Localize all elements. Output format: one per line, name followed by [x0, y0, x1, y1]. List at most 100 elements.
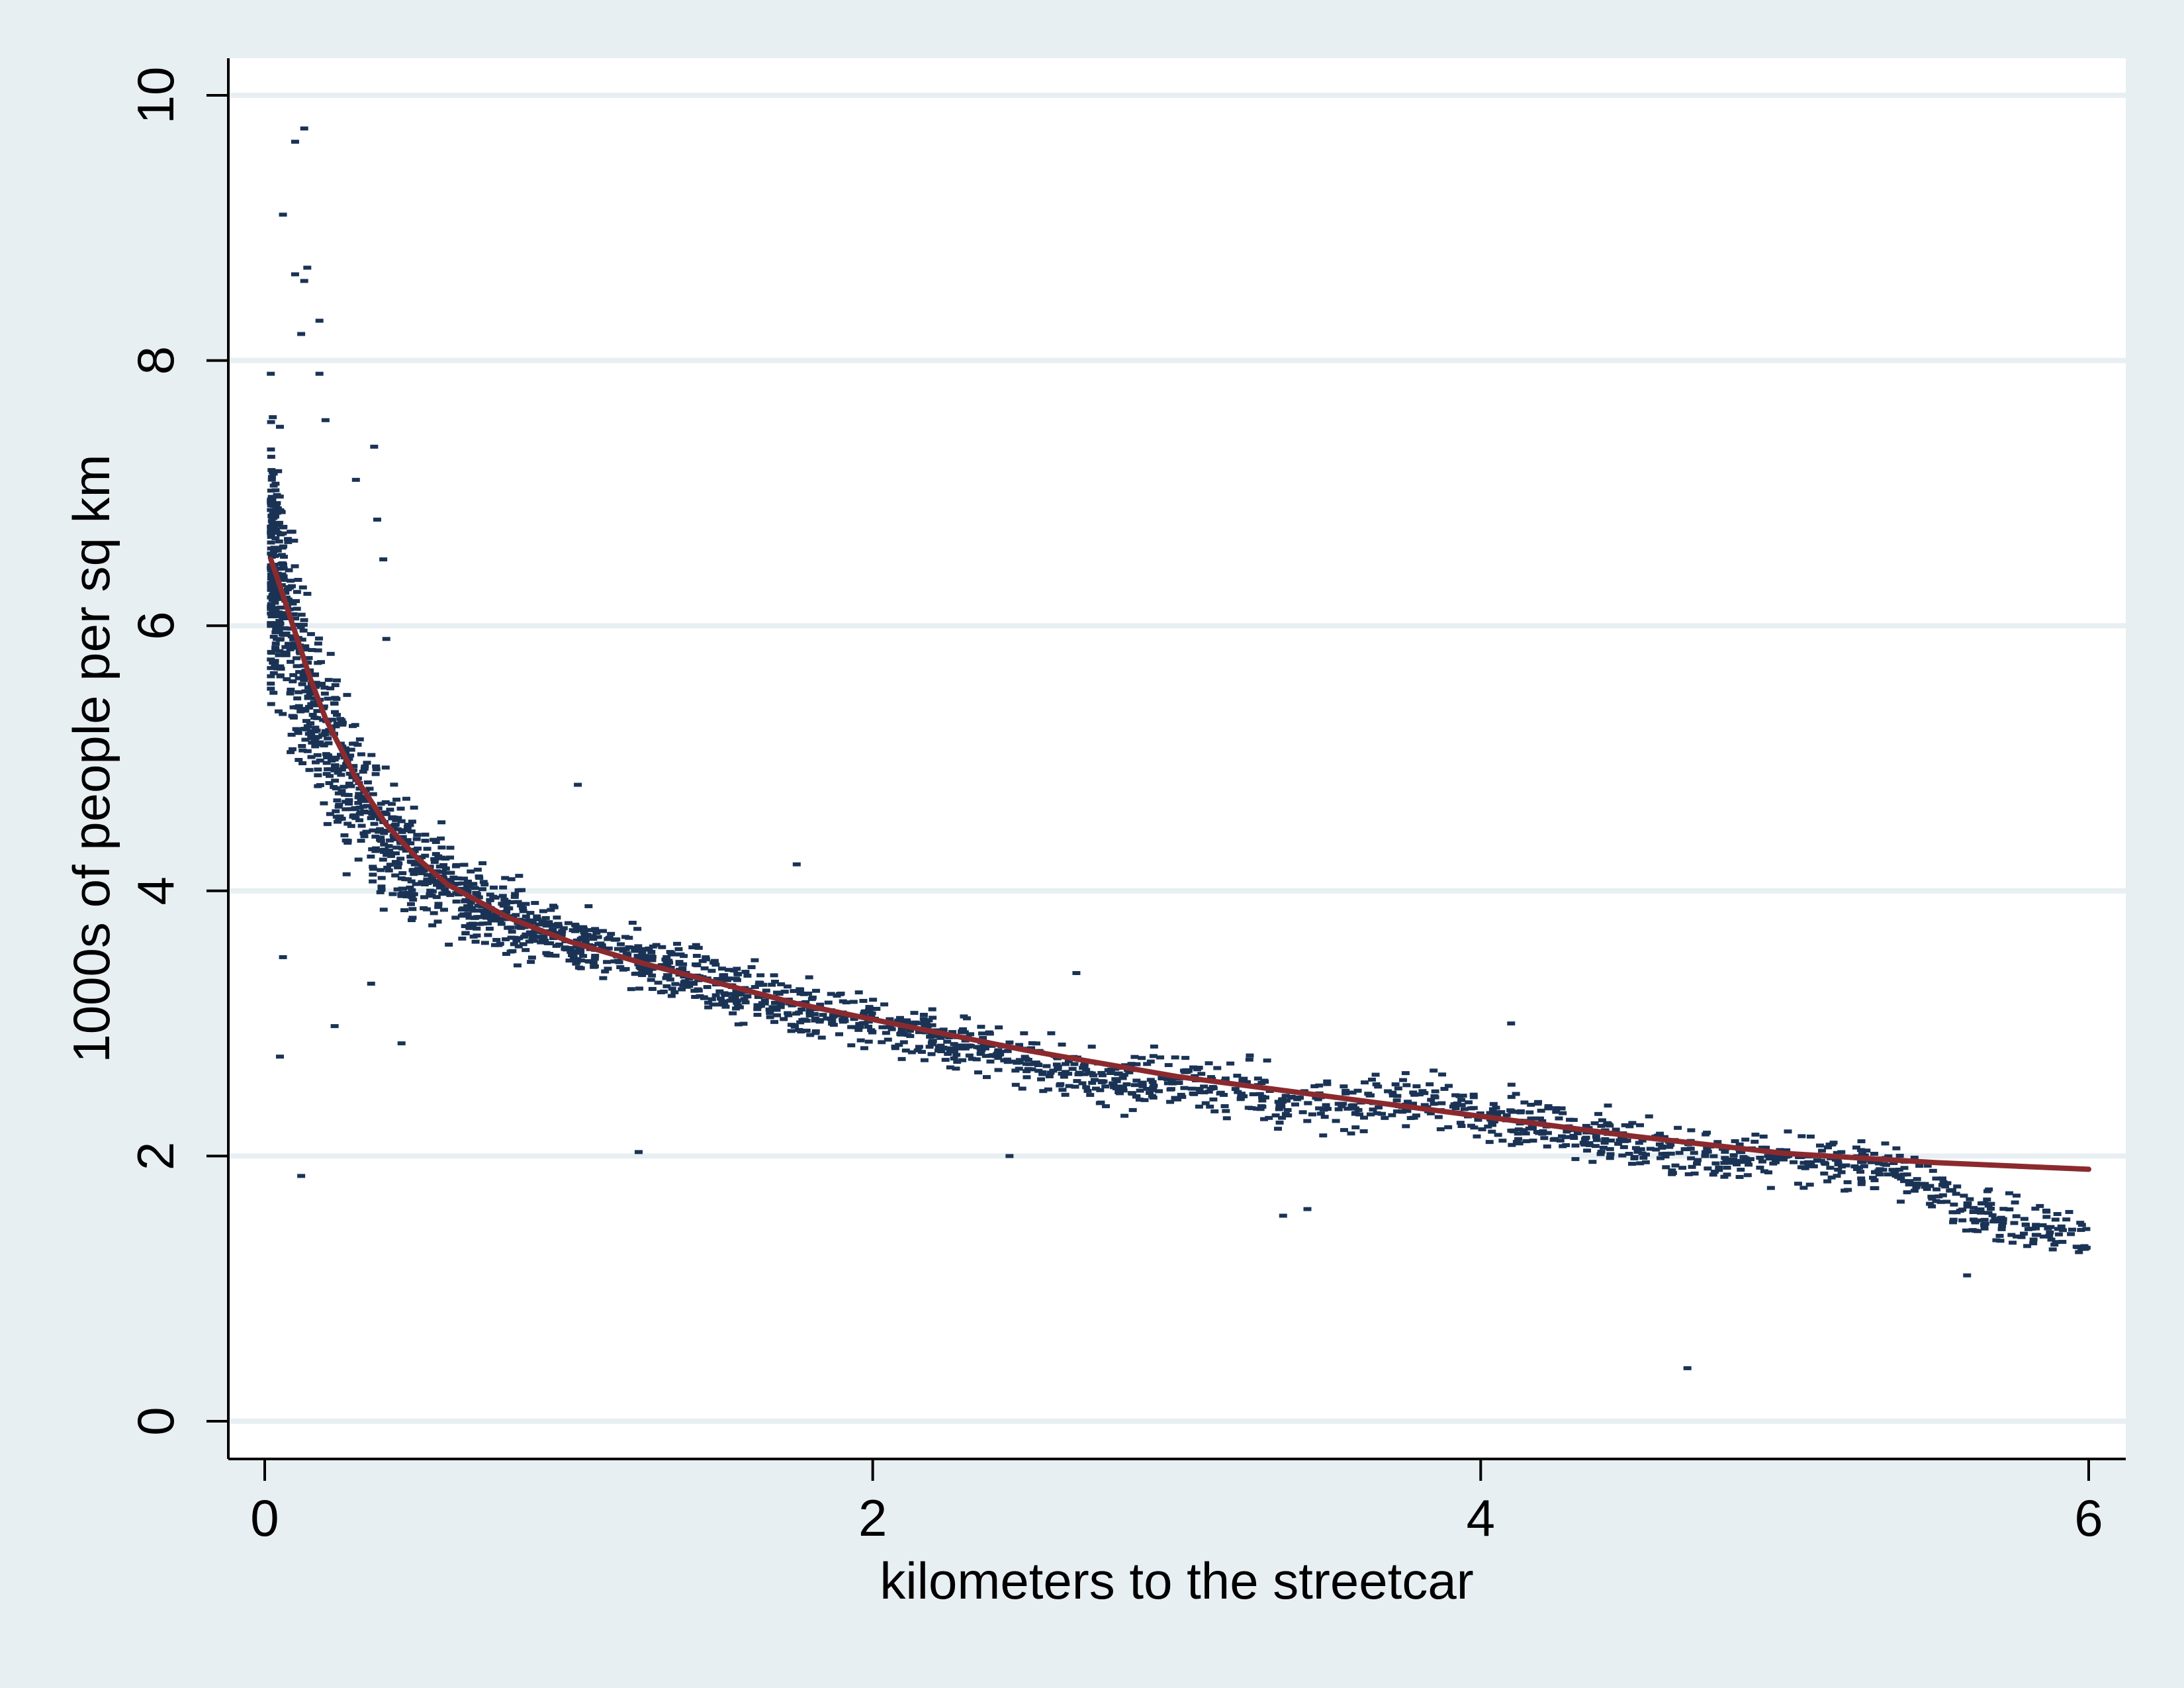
scatter-point: [1636, 1161, 1645, 1166]
scatter-point: [546, 923, 555, 928]
scatter-point: [1392, 1109, 1401, 1113]
scatter-point: [470, 908, 478, 913]
scatter-point: [647, 958, 656, 962]
scatter-point: [1200, 1090, 1208, 1095]
x-tick-label: 0: [250, 1489, 279, 1547]
scatter-point: [1087, 1071, 1096, 1076]
scatter-point: [1701, 1150, 1709, 1154]
scatter-point: [662, 984, 671, 988]
scatter-point: [891, 1045, 899, 1049]
scatter-point: [731, 1006, 740, 1011]
scatter-point: [437, 820, 446, 825]
scatter-point: [1745, 1162, 1753, 1167]
scatter-point: [753, 1013, 762, 1017]
scatter-point: [430, 837, 438, 842]
scatter-point: [1216, 1090, 1225, 1095]
scatter-point: [2036, 1203, 2044, 1208]
scatter-point: [1552, 1109, 1561, 1114]
scatter-point: [382, 829, 390, 833]
scatter-point: [1585, 1143, 1594, 1147]
scatter-point: [354, 800, 363, 805]
scatter-point: [724, 968, 733, 972]
scatter-point: [271, 536, 280, 541]
scatter-point: [314, 641, 322, 646]
scatter-point: [485, 926, 494, 931]
scatter-point: [1359, 1129, 1368, 1133]
scatter-point: [2058, 1228, 2067, 1233]
scatter-point: [1837, 1150, 1846, 1154]
scatter-point: [989, 1053, 997, 1058]
scatter-point: [635, 986, 643, 991]
scatter-point: [614, 959, 622, 963]
scatter-point: [304, 696, 312, 700]
scatter-point: [945, 1046, 954, 1051]
scatter-point: [1209, 1097, 1218, 1102]
scatter-point: [275, 614, 283, 618]
scatter-point: [1876, 1167, 1884, 1172]
scatter-point: [301, 737, 310, 742]
scatter-point: [269, 661, 277, 665]
scatter-point: [1115, 1091, 1124, 1096]
scatter-point: [465, 924, 473, 929]
scatter-point: [1138, 1080, 1147, 1085]
scatter-point: [1522, 1131, 1530, 1136]
scatter-point: [1353, 1088, 1362, 1093]
scatter-point: [1621, 1123, 1629, 1127]
scatter-point: [268, 598, 277, 602]
scatter-point: [434, 878, 443, 883]
scatter-point: [293, 590, 301, 594]
scatter-point: [269, 608, 277, 613]
scatter-point: [824, 1000, 833, 1005]
scatter-point: [1751, 1133, 1760, 1137]
scatter-point: [301, 689, 310, 694]
scatter-point: [407, 918, 416, 923]
scatter-point: [2007, 1233, 2016, 1237]
scatter-point: [1671, 1163, 1680, 1168]
scatter-point: [506, 949, 515, 954]
scatter-point: [915, 1021, 923, 1025]
scatter-point: [435, 865, 444, 869]
scatter-point: [864, 1039, 873, 1044]
scatter-point: [1340, 1128, 1348, 1133]
scatter-point: [1088, 1080, 1097, 1085]
scatter-point: [1111, 1066, 1120, 1071]
scatter-point: [1928, 1204, 1936, 1209]
scatter-point: [760, 998, 769, 1003]
scatter-point: [777, 1001, 786, 1006]
scatter-point: [910, 1011, 919, 1015]
scatter-point: [277, 667, 285, 671]
scatter-point: [314, 648, 322, 653]
scatter-point: [1923, 1187, 1931, 1192]
scatter-point: [1205, 1061, 1213, 1066]
scatter-point: [377, 888, 386, 892]
scatter-point: [589, 937, 598, 941]
scatter-point: [1171, 1096, 1179, 1100]
scatter-point: [648, 973, 657, 978]
scatter-point: [1665, 1145, 1674, 1149]
scatter-point: [1351, 1111, 1359, 1116]
scatter-point: [1132, 1078, 1141, 1083]
scatter-point: [1339, 1102, 1347, 1106]
scatter-point: [856, 1038, 865, 1043]
scatter-point: [956, 1043, 965, 1048]
scatter-point: [1715, 1168, 1723, 1172]
scatter-point: [673, 941, 682, 946]
scatter-point: [1628, 1121, 1637, 1125]
scatter-point: [2009, 1241, 2017, 1245]
scatter-point: [1722, 1157, 1731, 1162]
scatter-point: [692, 943, 700, 947]
scatter-point: [297, 612, 306, 617]
scatter-point: [1735, 1142, 1744, 1147]
scatter-point: [1360, 1115, 1369, 1120]
scatter-point: [1392, 1098, 1401, 1103]
scatter-point: [295, 676, 303, 680]
scatter-point: [2077, 1228, 2085, 1233]
scatter-point: [1120, 1113, 1129, 1118]
scatter-point: [1023, 1075, 1031, 1080]
scatter-point: [1261, 1080, 1269, 1084]
scatter-point: [275, 1055, 284, 1059]
scatter-point: [271, 553, 279, 558]
scatter-point: [806, 1033, 815, 1037]
scatter-point: [354, 795, 363, 800]
scatter-point: [1833, 1150, 1841, 1155]
